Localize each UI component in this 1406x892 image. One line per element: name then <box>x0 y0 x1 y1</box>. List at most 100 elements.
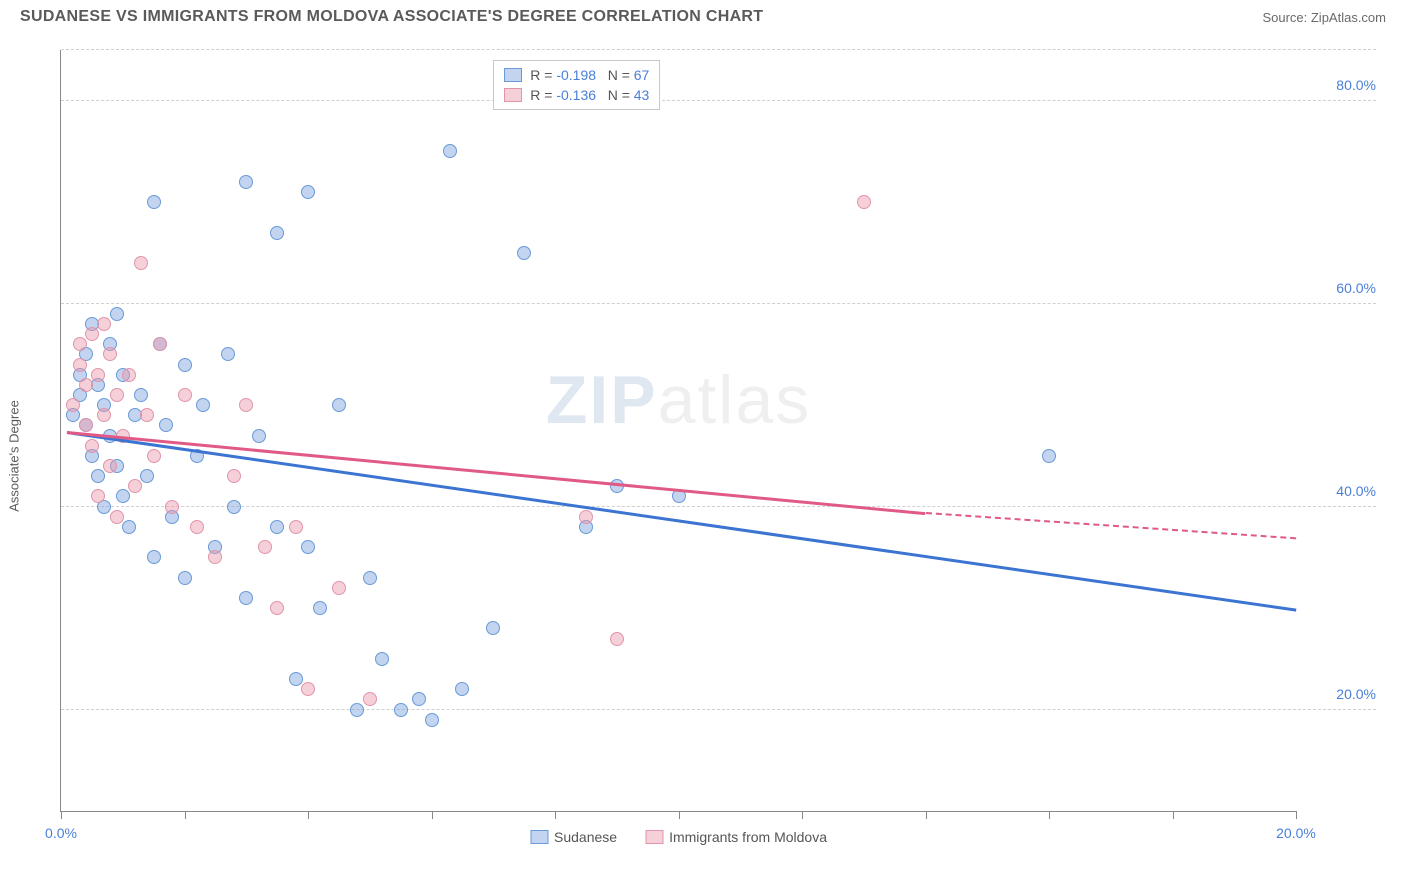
chart-header: SUDANESE VS IMMIGRANTS FROM MOLDOVA ASSO… <box>0 0 1406 30</box>
data-point <box>375 652 389 666</box>
data-point <box>1042 449 1056 463</box>
data-point <box>91 489 105 503</box>
data-point <box>110 388 124 402</box>
data-point <box>73 337 87 351</box>
data-point <box>85 439 99 453</box>
legend-item: Immigrants from Moldova <box>645 829 827 845</box>
data-point <box>227 500 241 514</box>
x-tick-label: 20.0% <box>1276 825 1316 841</box>
x-tick <box>308 811 309 819</box>
trend-line <box>67 431 1296 611</box>
gridline <box>61 709 1376 710</box>
data-point <box>159 418 173 432</box>
data-point <box>66 398 80 412</box>
legend-label: Sudanese <box>554 829 617 845</box>
legend-label: Immigrants from Moldova <box>669 829 827 845</box>
x-tick <box>926 811 927 819</box>
source-prefix: Source: <box>1262 10 1310 25</box>
data-point <box>153 337 167 351</box>
chart-title: SUDANESE VS IMMIGRANTS FROM MOLDOVA ASSO… <box>20 8 763 26</box>
gridline <box>61 100 1376 101</box>
data-point <box>350 703 364 717</box>
x-tick <box>802 811 803 819</box>
data-point <box>79 378 93 392</box>
source-attribution: Source: ZipAtlas.com <box>1262 10 1386 25</box>
data-point <box>301 540 315 554</box>
data-point <box>140 408 154 422</box>
data-point <box>610 479 624 493</box>
y-tick-label: 40.0% <box>1306 483 1376 499</box>
legend-item: Sudanese <box>530 829 617 845</box>
data-point <box>128 479 142 493</box>
data-point <box>394 703 408 717</box>
data-point <box>221 347 235 361</box>
data-point <box>610 632 624 646</box>
legend-swatch <box>530 830 548 844</box>
data-point <box>85 327 99 341</box>
x-tick <box>1173 811 1174 819</box>
x-tick <box>432 811 433 819</box>
y-tick-label: 80.0% <box>1306 77 1376 93</box>
data-point <box>134 388 148 402</box>
x-tick <box>185 811 186 819</box>
data-point <box>579 510 593 524</box>
data-point <box>190 520 204 534</box>
data-point <box>270 226 284 240</box>
data-point <box>412 692 426 706</box>
data-point <box>857 195 871 209</box>
x-tick-label: 0.0% <box>45 825 77 841</box>
y-tick-label: 20.0% <box>1306 686 1376 702</box>
legend-swatch <box>504 68 522 82</box>
data-point <box>122 520 136 534</box>
data-point <box>178 571 192 585</box>
data-point <box>91 368 105 382</box>
data-point <box>455 682 469 696</box>
data-point <box>289 520 303 534</box>
watermark: ZIPatlas <box>546 361 811 439</box>
data-point <box>313 601 327 615</box>
data-point <box>239 591 253 605</box>
x-tick <box>1049 811 1050 819</box>
data-point <box>97 317 111 331</box>
data-point <box>103 347 117 361</box>
data-point <box>73 358 87 372</box>
data-point <box>517 246 531 260</box>
data-point <box>116 489 130 503</box>
data-point <box>178 388 192 402</box>
gridline <box>61 303 1376 304</box>
legend-row: R = -0.136 N = 43 <box>504 85 649 105</box>
data-point <box>134 256 148 270</box>
data-point <box>301 185 315 199</box>
data-point <box>486 621 500 635</box>
data-point <box>270 520 284 534</box>
data-point <box>110 307 124 321</box>
data-point <box>122 368 136 382</box>
legend-swatch <box>504 88 522 102</box>
data-point <box>110 510 124 524</box>
data-point <box>301 682 315 696</box>
source-name: ZipAtlas.com <box>1311 10 1386 25</box>
data-point <box>363 571 377 585</box>
plot-region: ZIPatlas 20.0%40.0%60.0%80.0%0.0%20.0%R … <box>60 50 1296 812</box>
y-axis-label: Associate's Degree <box>7 400 22 512</box>
y-tick-label: 60.0% <box>1306 280 1376 296</box>
data-point <box>239 175 253 189</box>
data-point <box>252 429 266 443</box>
data-point <box>208 550 222 564</box>
trend-line <box>925 512 1296 539</box>
data-point <box>332 398 346 412</box>
data-point <box>165 500 179 514</box>
x-tick <box>679 811 680 819</box>
x-tick <box>61 811 62 819</box>
chart-area: Associate's Degree ZIPatlas 20.0%40.0%60… <box>20 40 1386 872</box>
x-tick <box>555 811 556 819</box>
data-point <box>140 469 154 483</box>
data-point <box>425 713 439 727</box>
data-point <box>270 601 284 615</box>
gridline <box>61 49 1376 50</box>
series-legend: Sudanese Immigrants from Moldova <box>530 829 827 845</box>
trend-line <box>67 431 926 515</box>
data-point <box>239 398 253 412</box>
data-point <box>103 459 117 473</box>
data-point <box>147 195 161 209</box>
